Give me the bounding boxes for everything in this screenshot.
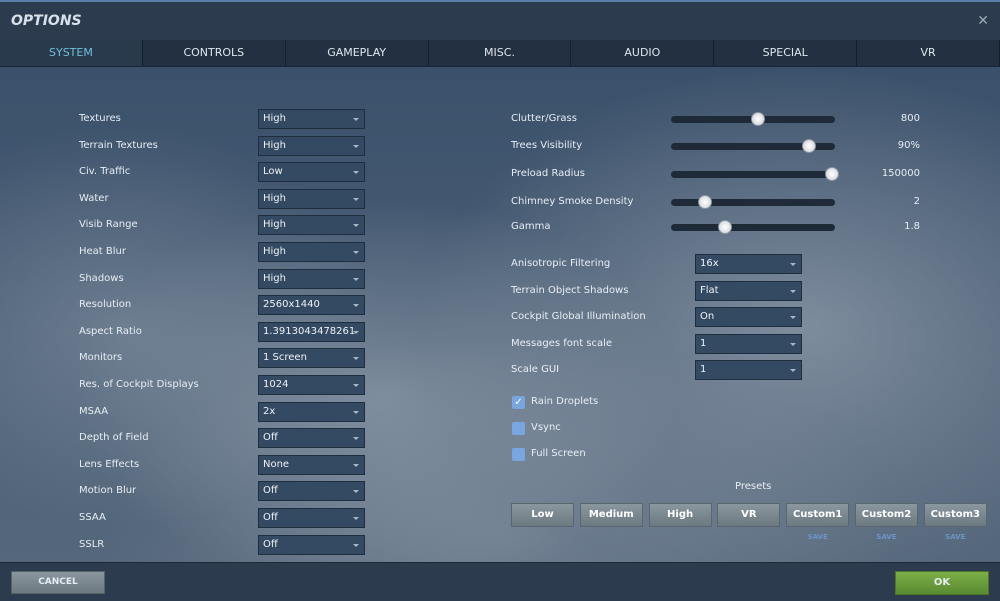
save-custom2-link[interactable]: SAVE [876,533,897,541]
ok-button[interactable]: OK [895,571,989,595]
slider-thumb[interactable] [718,220,733,234]
preset-vr-button[interactable]: VR [717,503,781,527]
cancel-button[interactable]: CANCEL [11,571,105,594]
title-bar: OPTIONS ✕ [0,0,1000,40]
motion-blur-dropdown[interactable]: Off [258,481,365,502]
heat-blur-label: Heat Blur [79,246,126,257]
depth-of-field-label: Depth of Field [79,432,149,444]
slider-thumb[interactable] [698,195,713,209]
sslr-label: SSLR [79,538,105,550]
lens-effects-label: Lens Effects [79,458,140,470]
preload-radius-label: Preload Radius [511,168,585,179]
ssaa-label: SSAA [79,512,106,523]
water-dropdown[interactable]: High [258,188,365,209]
preset-custom3-button[interactable]: Custom3 [923,503,987,527]
res-of-cockpit-displays-dropdown[interactable]: 1024 [258,375,365,395]
shadows-label: Shadows [79,272,124,284]
anisotropic-filtering-dropdown[interactable]: 16x [695,254,802,274]
tab-system[interactable]: SYSTEM [0,40,143,66]
anisotropic-filtering-label: Anisotropic Filtering [511,258,611,269]
trees-visibility-value: 90% [897,140,920,151]
textures-label: Textures [79,113,121,124]
shadows-dropdown[interactable]: High [258,268,365,289]
vsync-label: Vsync [531,422,561,433]
tab-misc[interactable]: MISC. [429,40,572,66]
preset-low-button[interactable]: Low [511,503,574,527]
resolution-dropdown[interactable]: 2560x1440 [258,295,365,316]
motion-blur-label: Motion Blur [79,485,137,497]
chimney-smoke-density-slider[interactable] [671,195,835,209]
sslr-dropdown[interactable]: Off [258,534,365,555]
check-icon: ✓ [514,397,523,408]
close-icon[interactable]: ✕ [977,13,989,29]
tab-special[interactable]: SPECIAL [714,40,858,66]
footer: CANCEL OK [0,562,1000,601]
ssaa-dropdown[interactable]: Off [258,508,365,528]
save-custom1-link[interactable]: SAVE [807,533,828,541]
messages-font-scale-dropdown[interactable]: 1 [695,333,802,354]
msaa-dropdown[interactable]: 2x [258,401,365,422]
rain-droplets-label: Rain Droplets [531,396,599,407]
preset-medium-button[interactable]: Medium [579,503,643,527]
slider-thumb[interactable] [824,167,839,181]
civ-traffic-label: Civ. Traffic [79,166,131,178]
tab-bar: SYSTEM CONTROLS GAMEPLAY MISC. AUDIO SPECIAL V… [0,40,1000,67]
aspect-ratio-label: Aspect Ratio [79,325,142,337]
slider-thumb[interactable] [750,112,765,126]
civ-traffic-dropdown[interactable]: Low [258,162,365,183]
tab-audio[interactable]: AUDIO [571,40,715,66]
slider-thumb[interactable] [801,139,816,153]
gamma-value: 1.8 [904,221,920,232]
clutter-grass-slider[interactable] [671,112,835,126]
preload-radius-value: 150000 [881,168,920,179]
gamma-label: Gamma [511,221,551,232]
tab-vr[interactable]: VR [857,40,1000,66]
trees-visibility-label: Trees Visibility [511,140,583,151]
visib-range-label: Visib Range [79,219,138,231]
chimney-smoke-density-label: Chimney Smoke Density [511,196,634,207]
scale-gui-label: Scale GUI [511,364,560,376]
aspect-ratio-dropdown[interactable]: 1.3913043478261 [258,321,365,342]
tab-controls[interactable]: CONTROLS [143,40,286,66]
vsync-checkbox[interactable] [512,422,525,435]
depth-of-field-dropdown[interactable]: Off [258,428,365,449]
monitors-label: Monitors [79,352,123,364]
trees-visibility-slider[interactable] [671,139,835,153]
terrain-object-shadows-label: Terrain Object Shadows [511,284,629,296]
textures-dropdown[interactable]: High [258,109,365,129]
res-of-cockpit-displays-label: Res. of Cockpit Displays [79,379,199,390]
preload-radius-slider[interactable] [671,167,839,181]
chimney-smoke-density-value: 2 [913,196,920,207]
cockpit-global-illumination-label: Cockpit Global Illumination [511,311,646,323]
preset-custom2-button[interactable]: Custom2 [855,503,918,527]
terrain-object-shadows-dropdown[interactable]: Flat [695,280,802,301]
clutter-grass-value: 800 [900,113,920,124]
lens-effects-dropdown[interactable]: None [258,454,365,475]
full-screen-checkbox[interactable] [512,448,525,461]
gamma-slider[interactable] [671,220,835,234]
full-screen-label: Full Screen [531,448,586,459]
preset-custom1-button[interactable]: Custom1 [786,503,850,527]
terrain-textures-label: Terrain Textures [79,139,158,151]
msaa-label: MSAA [79,405,109,417]
scale-gui-dropdown[interactable]: 1 [695,360,802,381]
presets-title: Presets [735,481,772,492]
save-custom3-link[interactable]: SAVE [945,533,966,541]
preset-high-button[interactable]: High [648,503,712,527]
visib-range-dropdown[interactable]: High [258,215,365,236]
cockpit-global-illumination-dropdown[interactable]: On [695,307,802,328]
water-label: Water [79,192,109,204]
clutter-grass-label: Clutter/Grass [511,113,577,124]
tab-gameplay[interactable]: GAMEPLAY [286,40,429,66]
messages-font-scale-label: Messages font scale [511,337,613,349]
rain-droplets-checkbox[interactable]: ✓ [512,396,525,409]
resolution-label: Resolution [79,299,132,311]
settings-panel [0,67,1000,562]
heat-blur-dropdown[interactable]: High [258,242,365,262]
terrain-textures-dropdown[interactable]: High [258,135,365,156]
window-title: OPTIONS [11,13,82,29]
monitors-dropdown[interactable]: 1 Screen [258,348,365,369]
